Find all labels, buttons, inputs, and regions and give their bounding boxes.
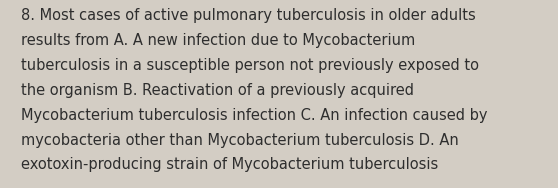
- Text: tuberculosis in a susceptible person not previously exposed to: tuberculosis in a susceptible person not…: [21, 58, 479, 73]
- Text: the organism B. Reactivation of a previously acquired: the organism B. Reactivation of a previo…: [21, 83, 414, 98]
- Text: Mycobacterium tuberculosis infection C. An infection caused by: Mycobacterium tuberculosis infection C. …: [21, 108, 488, 123]
- Text: mycobacteria other than Mycobacterium tuberculosis D. An: mycobacteria other than Mycobacterium tu…: [21, 133, 459, 148]
- Text: exotoxin-producing strain of Mycobacterium tuberculosis: exotoxin-producing strain of Mycobacteri…: [21, 157, 439, 172]
- Text: 8. Most cases of active pulmonary tuberculosis in older adults: 8. Most cases of active pulmonary tuberc…: [21, 8, 476, 24]
- Text: results from A. A new infection due to Mycobacterium: results from A. A new infection due to M…: [21, 33, 416, 48]
